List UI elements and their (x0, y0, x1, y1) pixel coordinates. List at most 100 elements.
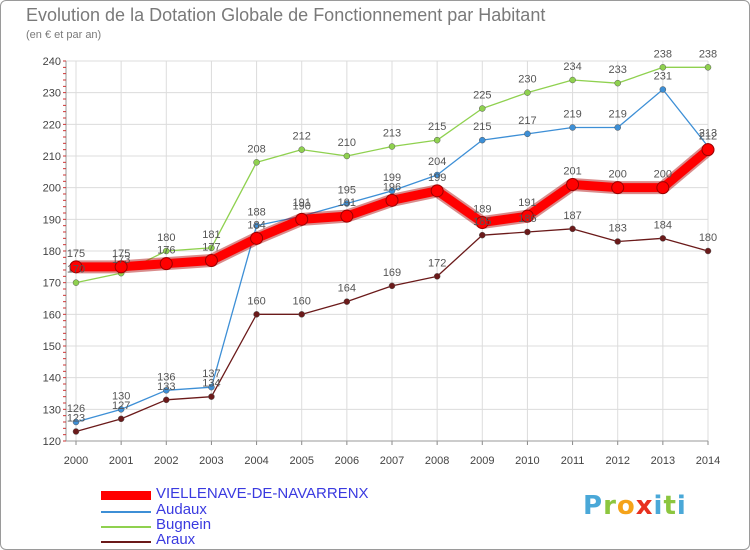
x-tick-label: 2008 (425, 455, 449, 467)
data-point (69, 260, 83, 274)
data-label: 160 (247, 295, 265, 307)
logo-letter: r (603, 491, 617, 521)
legend-label-audaux: Audaux (156, 501, 207, 518)
data-point (298, 146, 305, 153)
data-point (295, 212, 309, 226)
data-label: 134 (202, 378, 220, 390)
data-label: 183 (609, 223, 627, 235)
data-label: 199 (428, 172, 446, 184)
data-point (72, 428, 80, 435)
data-point (566, 178, 580, 191)
data-label: 184 (654, 219, 672, 231)
x-tick-label: 2003 (199, 455, 223, 467)
data-point (430, 184, 444, 198)
data-point (163, 247, 170, 255)
data-label: 191 (518, 197, 536, 209)
data-point (701, 143, 715, 157)
x-tick-label: 2005 (289, 455, 313, 467)
data-label: 123 (67, 413, 85, 425)
x-tick-label: 2013 (651, 455, 675, 467)
y-tick-label: 230 (43, 88, 61, 100)
data-point (117, 415, 125, 423)
data-point (250, 231, 264, 245)
data-label: 180 (699, 232, 717, 244)
data-label: 191 (338, 197, 356, 209)
y-tick-label: 180 (43, 246, 61, 258)
data-point (569, 76, 576, 84)
data-label: 170 (67, 264, 85, 276)
data-point (388, 282, 396, 290)
data-point (72, 418, 80, 426)
data-label: 175 (67, 248, 85, 260)
data-point (704, 247, 712, 255)
logo-letter: P (583, 491, 604, 521)
y-tick-label: 140 (43, 373, 61, 385)
data-point (524, 130, 531, 138)
chart-subtitle: (en € et par an) (26, 29, 102, 41)
data-point (569, 124, 576, 131)
data-point (343, 298, 351, 305)
y-tick-label: 200 (43, 183, 61, 195)
legend-label-araux: Araux (156, 531, 196, 548)
proxiti-logo: Proxiti (583, 491, 687, 521)
x-tick-label: 2009 (470, 455, 494, 467)
data-point (704, 64, 712, 71)
data-label: 217 (518, 115, 536, 127)
legend-swatch-viellenave (101, 491, 151, 500)
data-point (208, 393, 215, 400)
data-point (659, 86, 667, 93)
data-label: 210 (338, 137, 356, 149)
data-label: 136 (157, 371, 175, 383)
data-point (569, 225, 576, 233)
x-tick-label: 2006 (335, 455, 359, 467)
data-label: 190 (293, 200, 311, 212)
data-point (253, 311, 260, 318)
x-tick-label: 2001 (109, 455, 133, 467)
data-label: 175 (112, 248, 130, 260)
data-label: 133 (157, 381, 175, 393)
data-point (114, 260, 128, 274)
data-label: 191 (293, 197, 311, 209)
data-label: 225 (473, 90, 491, 102)
x-tick-label: 2011 (561, 455, 585, 467)
data-label: 231 (654, 71, 672, 83)
data-point (204, 254, 218, 267)
data-label: 215 (473, 121, 491, 133)
data-point (614, 238, 621, 245)
logo-letter: x (635, 491, 654, 521)
y-tick-label: 210 (43, 151, 61, 163)
data-label: 230 (518, 74, 536, 86)
y-tick-label: 190 (43, 214, 61, 226)
y-tick-label: 220 (43, 119, 61, 131)
data-label: 215 (428, 121, 446, 133)
data-label: 201 (563, 166, 581, 178)
data-label: 200 (654, 169, 672, 181)
x-tick-label: 2004 (244, 455, 268, 467)
y-tick-label: 120 (43, 436, 61, 448)
logo-letter: i (676, 491, 687, 521)
data-point (253, 159, 260, 166)
data-label: 196 (383, 181, 401, 193)
data-label: 180 (157, 232, 175, 244)
chart-title: Evolution de la Dotation Globale de Fonc… (26, 5, 546, 25)
data-label: 181 (202, 229, 220, 241)
x-tick-label: 2007 (380, 455, 404, 467)
data-label: 234 (563, 61, 581, 73)
data-point (520, 209, 534, 223)
data-point (343, 200, 351, 207)
data-label: 169 (383, 267, 401, 279)
data-point (163, 387, 170, 394)
legend-swatch-bugnein (101, 526, 151, 528)
data-label: 195 (338, 185, 356, 197)
data-label: 238 (699, 48, 717, 60)
data-label: 164 (338, 283, 356, 295)
data-point (163, 396, 170, 404)
data-label: 137 (202, 368, 220, 380)
data-point (524, 89, 531, 96)
data-point (72, 279, 80, 286)
data-label: 126 (67, 403, 85, 415)
x-tick-label: 2000 (64, 455, 88, 467)
y-tick-label: 170 (43, 278, 61, 290)
data-point (479, 105, 486, 112)
